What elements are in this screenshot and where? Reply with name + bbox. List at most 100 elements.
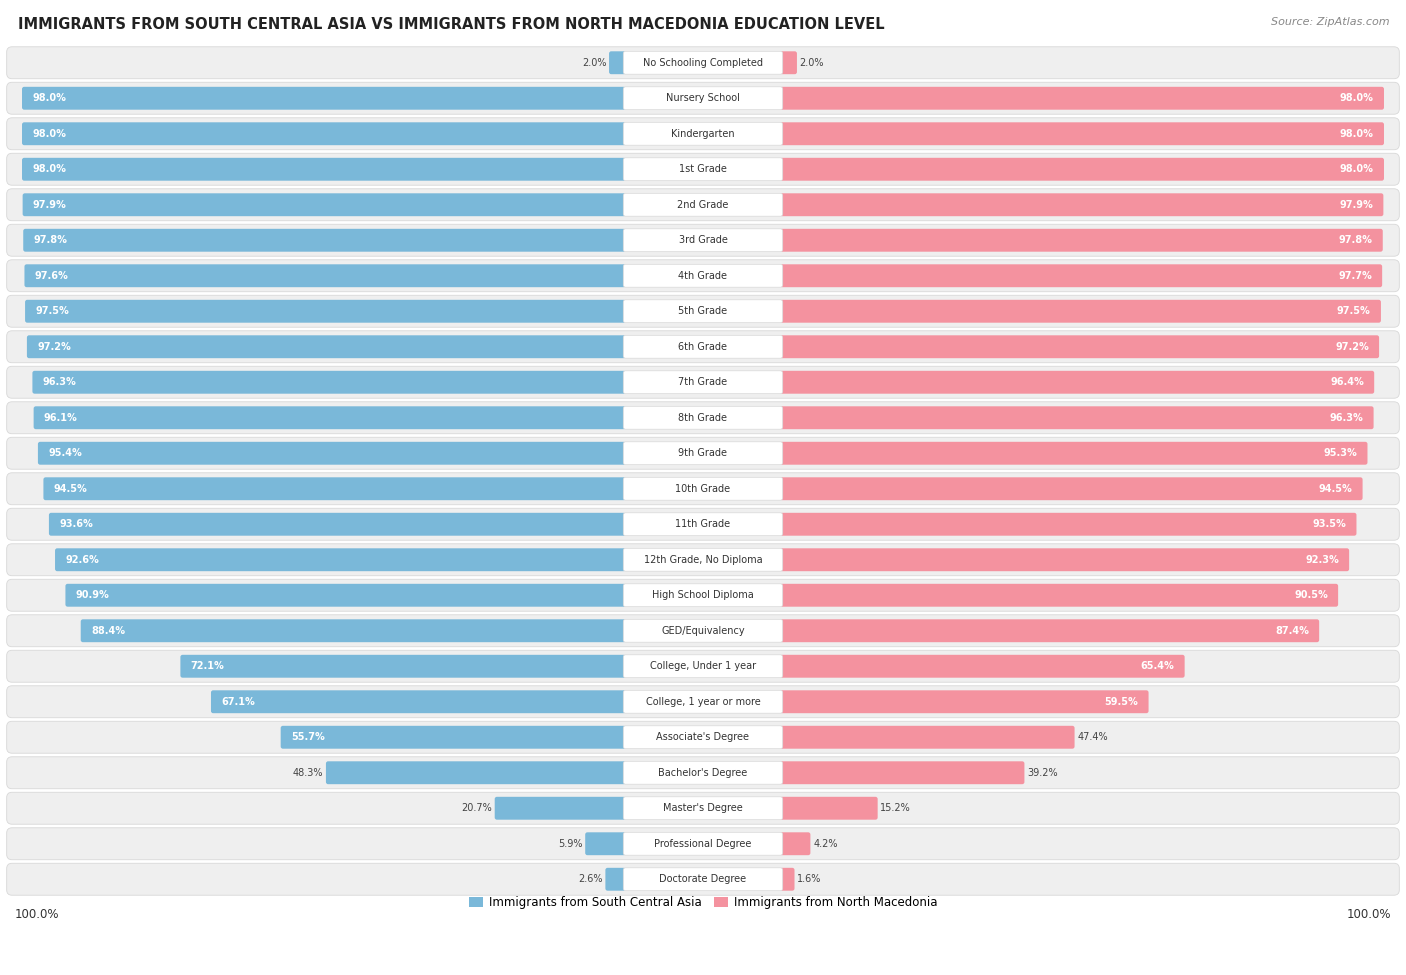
Text: 2.0%: 2.0% bbox=[800, 58, 824, 67]
Text: 96.3%: 96.3% bbox=[1330, 412, 1364, 423]
Text: College, Under 1 year: College, Under 1 year bbox=[650, 661, 756, 671]
FancyBboxPatch shape bbox=[623, 548, 783, 571]
Text: GED/Equivalency: GED/Equivalency bbox=[661, 626, 745, 636]
Text: 97.9%: 97.9% bbox=[1340, 200, 1374, 210]
FancyBboxPatch shape bbox=[623, 478, 783, 500]
FancyBboxPatch shape bbox=[80, 619, 626, 643]
FancyBboxPatch shape bbox=[7, 153, 1399, 185]
FancyBboxPatch shape bbox=[7, 650, 1399, 682]
Text: 97.8%: 97.8% bbox=[1339, 235, 1372, 246]
FancyBboxPatch shape bbox=[780, 442, 1368, 465]
FancyBboxPatch shape bbox=[780, 229, 1382, 252]
FancyBboxPatch shape bbox=[623, 619, 783, 643]
Text: 97.5%: 97.5% bbox=[35, 306, 69, 316]
Text: 2.6%: 2.6% bbox=[578, 875, 603, 884]
Text: 3rd Grade: 3rd Grade bbox=[679, 235, 727, 246]
Text: 98.0%: 98.0% bbox=[32, 94, 66, 103]
Text: Associate's Degree: Associate's Degree bbox=[657, 732, 749, 742]
FancyBboxPatch shape bbox=[623, 87, 783, 110]
FancyBboxPatch shape bbox=[623, 193, 783, 216]
FancyBboxPatch shape bbox=[780, 193, 1384, 216]
Text: 98.0%: 98.0% bbox=[1340, 129, 1374, 138]
FancyBboxPatch shape bbox=[34, 407, 626, 429]
Text: 100.0%: 100.0% bbox=[15, 909, 59, 921]
Text: 94.5%: 94.5% bbox=[1319, 484, 1353, 493]
Text: 72.1%: 72.1% bbox=[191, 661, 225, 671]
FancyBboxPatch shape bbox=[7, 82, 1399, 114]
FancyBboxPatch shape bbox=[7, 757, 1399, 789]
Text: 98.0%: 98.0% bbox=[32, 129, 66, 138]
FancyBboxPatch shape bbox=[623, 797, 783, 820]
Text: Professional Degree: Professional Degree bbox=[654, 838, 752, 849]
FancyBboxPatch shape bbox=[44, 478, 626, 500]
FancyBboxPatch shape bbox=[7, 579, 1399, 611]
FancyBboxPatch shape bbox=[623, 513, 783, 535]
FancyBboxPatch shape bbox=[7, 367, 1399, 398]
FancyBboxPatch shape bbox=[7, 118, 1399, 150]
FancyBboxPatch shape bbox=[780, 264, 1382, 288]
Text: 97.6%: 97.6% bbox=[35, 271, 69, 281]
FancyBboxPatch shape bbox=[7, 722, 1399, 754]
FancyBboxPatch shape bbox=[780, 548, 1350, 571]
Text: IMMIGRANTS FROM SOUTH CENTRAL ASIA VS IMMIGRANTS FROM NORTH MACEDONIA EDUCATION : IMMIGRANTS FROM SOUTH CENTRAL ASIA VS IM… bbox=[18, 17, 884, 32]
Text: 1st Grade: 1st Grade bbox=[679, 164, 727, 175]
Text: 2.0%: 2.0% bbox=[582, 58, 606, 67]
Text: No Schooling Completed: No Schooling Completed bbox=[643, 58, 763, 67]
FancyBboxPatch shape bbox=[623, 584, 783, 606]
Text: 8th Grade: 8th Grade bbox=[679, 412, 727, 423]
FancyBboxPatch shape bbox=[780, 655, 1185, 678]
FancyBboxPatch shape bbox=[24, 264, 626, 288]
FancyBboxPatch shape bbox=[66, 584, 626, 606]
Text: 96.1%: 96.1% bbox=[44, 412, 77, 423]
FancyBboxPatch shape bbox=[623, 407, 783, 429]
Text: 90.9%: 90.9% bbox=[76, 590, 110, 601]
FancyBboxPatch shape bbox=[623, 690, 783, 713]
FancyBboxPatch shape bbox=[780, 619, 1319, 643]
Text: 88.4%: 88.4% bbox=[91, 626, 125, 636]
Text: 93.5%: 93.5% bbox=[1313, 520, 1347, 529]
Text: 39.2%: 39.2% bbox=[1028, 767, 1057, 778]
Text: 100.0%: 100.0% bbox=[1347, 909, 1391, 921]
Text: 97.7%: 97.7% bbox=[1339, 271, 1372, 281]
FancyBboxPatch shape bbox=[7, 437, 1399, 469]
Text: Source: ZipAtlas.com: Source: ZipAtlas.com bbox=[1271, 17, 1391, 27]
FancyBboxPatch shape bbox=[7, 47, 1399, 79]
Text: 9th Grade: 9th Grade bbox=[679, 448, 727, 458]
Text: 4.2%: 4.2% bbox=[813, 838, 838, 849]
FancyBboxPatch shape bbox=[780, 87, 1384, 110]
FancyBboxPatch shape bbox=[623, 229, 783, 252]
Text: 11th Grade: 11th Grade bbox=[675, 520, 731, 529]
Text: Bachelor's Degree: Bachelor's Degree bbox=[658, 767, 748, 778]
FancyBboxPatch shape bbox=[623, 264, 783, 288]
FancyBboxPatch shape bbox=[7, 189, 1399, 220]
FancyBboxPatch shape bbox=[7, 224, 1399, 256]
Text: 5.9%: 5.9% bbox=[558, 838, 582, 849]
Text: 1.6%: 1.6% bbox=[797, 875, 821, 884]
FancyBboxPatch shape bbox=[22, 87, 626, 110]
FancyBboxPatch shape bbox=[606, 868, 626, 891]
Text: 98.0%: 98.0% bbox=[32, 164, 66, 175]
FancyBboxPatch shape bbox=[623, 655, 783, 678]
FancyBboxPatch shape bbox=[27, 335, 626, 358]
FancyBboxPatch shape bbox=[623, 335, 783, 358]
Text: Nursery School: Nursery School bbox=[666, 94, 740, 103]
Text: 15.2%: 15.2% bbox=[880, 803, 911, 813]
FancyBboxPatch shape bbox=[7, 402, 1399, 434]
Text: 87.4%: 87.4% bbox=[1275, 626, 1309, 636]
Text: Doctorate Degree: Doctorate Degree bbox=[659, 875, 747, 884]
FancyBboxPatch shape bbox=[7, 685, 1399, 718]
FancyBboxPatch shape bbox=[24, 229, 626, 252]
Text: 20.7%: 20.7% bbox=[461, 803, 492, 813]
FancyBboxPatch shape bbox=[780, 158, 1384, 180]
Text: 47.4%: 47.4% bbox=[1077, 732, 1108, 742]
Text: 97.5%: 97.5% bbox=[1337, 306, 1371, 316]
FancyBboxPatch shape bbox=[623, 833, 783, 855]
Text: 90.5%: 90.5% bbox=[1294, 590, 1327, 601]
Text: 4th Grade: 4th Grade bbox=[679, 271, 727, 281]
FancyBboxPatch shape bbox=[7, 473, 1399, 505]
FancyBboxPatch shape bbox=[780, 584, 1339, 606]
FancyBboxPatch shape bbox=[623, 158, 783, 180]
FancyBboxPatch shape bbox=[623, 868, 783, 891]
Text: 98.0%: 98.0% bbox=[1340, 94, 1374, 103]
FancyBboxPatch shape bbox=[623, 442, 783, 465]
